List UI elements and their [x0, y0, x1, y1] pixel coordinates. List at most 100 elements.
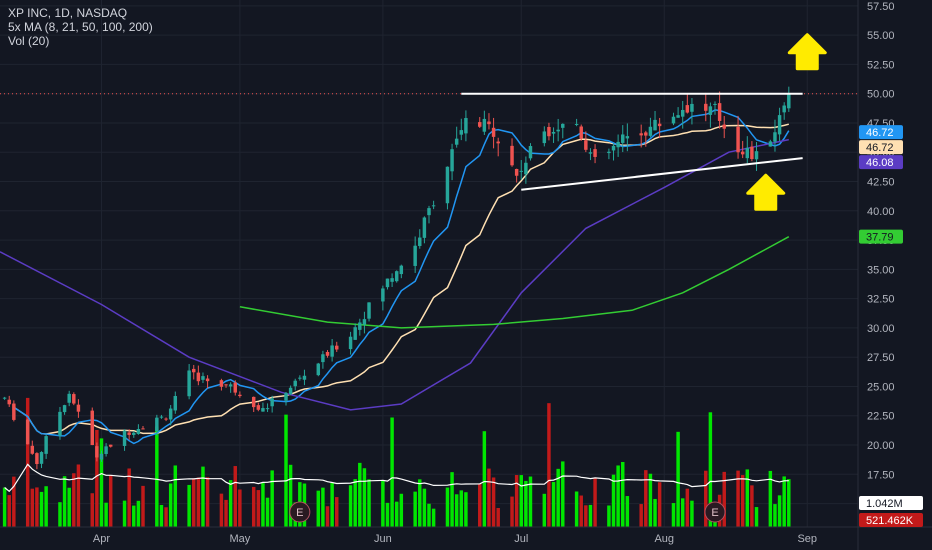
candle-body — [561, 123, 565, 128]
candle-body — [159, 416, 164, 418]
symbol-title[interactable]: XP INC, 1D, NASDAQ — [8, 6, 128, 20]
candle-body — [35, 453, 39, 465]
volume-bar — [773, 504, 777, 527]
volume-bar — [736, 470, 740, 527]
candle-body — [487, 121, 491, 125]
candle-body — [413, 245, 417, 266]
chart-legend: XP INC, 1D, NASDAQ 5x MA (8, 21, 50, 100… — [8, 6, 153, 48]
x-tick-label: Sep — [797, 533, 817, 545]
candle-body — [367, 302, 371, 319]
candle-body — [67, 393, 71, 403]
candle-body — [362, 319, 367, 325]
candle-body — [713, 103, 717, 105]
volume-bar — [155, 426, 159, 527]
candle-body — [321, 354, 325, 363]
candle-body — [228, 384, 233, 387]
candle-body — [542, 131, 547, 144]
candle-body — [690, 103, 694, 112]
price-badge — [859, 229, 903, 244]
volume-bar — [385, 502, 390, 527]
ma-200-line — [239, 236, 790, 329]
volume-bar — [335, 497, 339, 527]
candle-body — [7, 399, 11, 405]
volume-bar — [750, 485, 754, 527]
time-axis[interactable]: Apr May Jun Jul Aug Sep — [0, 526, 932, 545]
volume-bar — [621, 462, 625, 527]
y-tick-label: 55.00 — [867, 30, 895, 42]
volume-bar — [164, 507, 168, 527]
candle-body — [136, 428, 141, 434]
candle-body — [390, 278, 394, 282]
volume-ma-20 — [4, 463, 789, 493]
candle-body — [293, 380, 297, 387]
volume-bar — [233, 466, 237, 527]
candle-body — [288, 387, 293, 395]
volume-bar — [362, 468, 367, 527]
volume-bar — [644, 470, 648, 527]
volume-bar — [671, 503, 676, 527]
volume-bar — [478, 483, 482, 527]
candle-body — [510, 145, 514, 166]
volume-bar — [648, 473, 653, 527]
ma-50-line — [0, 138, 789, 411]
volume-bar — [104, 502, 108, 527]
volume-bar — [108, 474, 113, 527]
volume-indicator-label[interactable]: Vol (20) — [8, 34, 50, 48]
ma-indicator-label[interactable]: 5x MA (8, 21, 50, 100, 200) — [8, 20, 153, 34]
volume-bar — [367, 479, 371, 527]
candle-body — [108, 444, 113, 447]
volume-bar — [431, 508, 436, 527]
candle-body — [777, 115, 782, 135]
volume-bar — [224, 499, 228, 527]
volume-bar — [593, 478, 597, 527]
price-badge-label: 46.72 — [866, 127, 894, 139]
volume-bar — [722, 471, 726, 527]
volume-bar — [547, 403, 551, 527]
candle-body — [192, 368, 196, 373]
volume-bar — [58, 502, 62, 527]
volume-bar — [238, 489, 242, 527]
volume-bar — [394, 501, 399, 527]
x-tick-label: May — [229, 533, 250, 545]
candle-body — [450, 149, 454, 172]
candle-body — [256, 405, 261, 410]
volume-bar — [745, 469, 750, 527]
candle-body — [464, 118, 468, 134]
candle-body — [127, 432, 131, 435]
trendlines[interactable] — [0, 92, 858, 191]
candle-body — [768, 141, 773, 147]
candle-body — [95, 446, 99, 458]
candle-body — [745, 147, 750, 159]
volume-bar — [2, 487, 7, 527]
candle-body — [385, 278, 390, 288]
candle-body — [76, 404, 81, 412]
volume-bar — [574, 491, 579, 527]
annotation-arrows[interactable] — [746, 33, 827, 211]
candle-body — [298, 377, 302, 379]
earnings-marker-label: E — [296, 507, 303, 519]
volume-bar — [399, 493, 404, 527]
candle-body — [90, 410, 94, 446]
arrow-up-icon — [746, 173, 786, 211]
candle-body — [422, 217, 427, 238]
candle-body — [325, 352, 330, 356]
volume-bar — [44, 486, 48, 527]
volume-bar — [173, 465, 178, 527]
grid-lines — [0, 0, 858, 527]
volume-bar — [122, 500, 127, 527]
volume-bar — [514, 475, 519, 527]
volume-bar — [205, 477, 210, 527]
price-badges: 46.72 46.72 46.08 37.79 1.042M 521.462K — [859, 125, 923, 527]
volume-bar — [201, 466, 205, 527]
price-badge — [859, 125, 903, 140]
candle-body — [704, 103, 708, 111]
candle-body — [482, 118, 487, 132]
volume-bar — [579, 495, 583, 527]
candle-body — [205, 378, 210, 382]
volume-bar — [561, 461, 565, 527]
volume-ma-line — [4, 463, 789, 493]
candle-body — [122, 430, 127, 446]
